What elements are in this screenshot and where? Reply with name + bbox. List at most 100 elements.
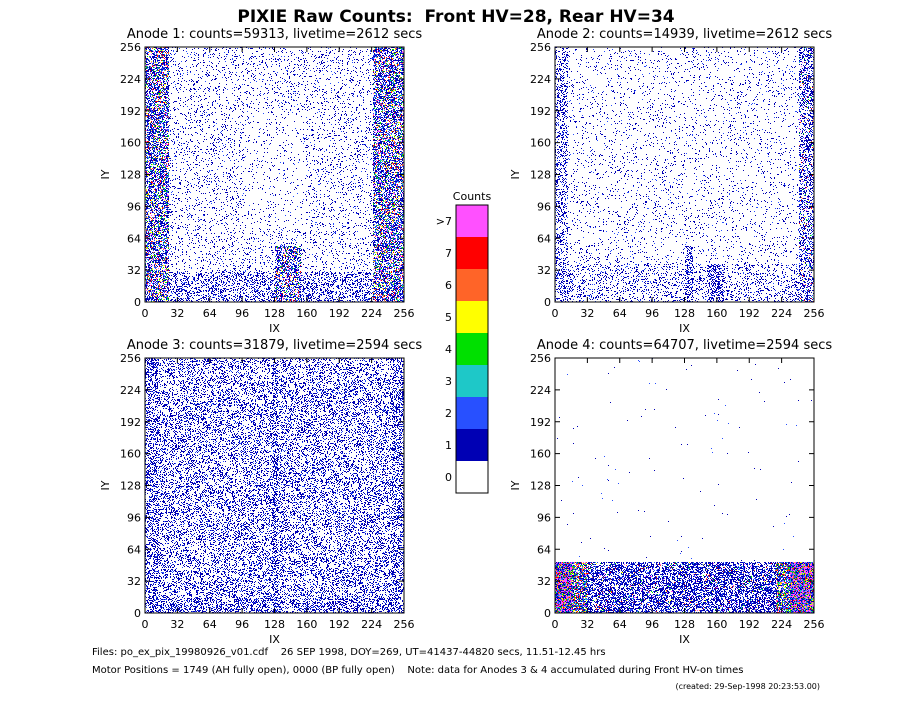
colorbar-swatch [456,333,488,365]
x-tick-label: 64 [203,618,217,631]
x-axis-label: IX [679,633,690,646]
y-tick-label: 64 [537,232,551,245]
x-tick-label: 64 [613,307,627,320]
x-tick-label: 32 [170,618,184,631]
x-tick-label: 96 [645,307,659,320]
count-texture [145,47,404,302]
x-tick-label: 32 [580,307,594,320]
panel-title: Anode 2: counts=14939, livetime=2612 sec… [537,27,833,42]
count-texture [145,47,404,301]
y-tick-label: 128 [120,169,141,182]
x-tick-label: 256 [394,307,415,320]
colorbar-label: 5 [445,311,452,324]
y-tick-label: 96 [537,200,551,213]
footer-motor: Motor Positions = 1749 (AH fully open), … [92,665,744,676]
y-tick-label: 128 [120,480,141,493]
x-tick-label: 192 [739,307,760,320]
x-tick-label: 160 [296,307,317,320]
footer-files: Files: po_ex_pix_19980926_v01.cdf 26 SEP… [92,647,606,658]
x-tick-label: 0 [142,618,149,631]
y-tick-label: 192 [530,105,551,118]
x-tick-label: 256 [804,618,825,631]
y-axis-label: IY [99,480,112,490]
x-tick-label: 160 [296,618,317,631]
panel: Anode 4: counts=64707, livetime=2594 sec… [509,338,832,646]
panel-title: Anode 4: counts=64707, livetime=2594 sec… [537,338,833,353]
y-tick-label: 256 [120,41,141,54]
x-tick-label: 0 [142,307,149,320]
y-tick-label: 0 [134,296,141,309]
x-tick-label: 192 [739,618,760,631]
count-texture [145,47,404,302]
y-tick-label: 32 [127,264,141,277]
y-tick-label: 32 [127,575,141,588]
x-tick-label: 256 [804,307,825,320]
x-tick-label: 64 [203,307,217,320]
colorbar-label: 6 [445,279,452,292]
colorbar-swatch [456,365,488,397]
y-tick-label: 96 [127,200,141,213]
y-tick-label: 96 [127,511,141,524]
y-tick-label: 160 [530,448,551,461]
footer-created: (created: 29-Sep-1998 20:23:53.00) [675,682,820,691]
y-tick-label: 256 [530,352,551,365]
colorbar-swatch [456,205,488,237]
colorbar-label: 7 [445,247,452,260]
y-tick-label: 64 [537,543,551,556]
colorbar-swatch [456,461,488,493]
count-texture [555,47,814,302]
y-tick-label: 256 [120,352,141,365]
x-tick-label: 128 [674,307,695,320]
x-tick-label: 224 [771,307,792,320]
x-tick-label: 64 [613,618,627,631]
y-tick-label: 128 [530,169,551,182]
x-tick-label: 96 [235,307,249,320]
y-tick-label: 64 [127,543,141,556]
x-tick-label: 224 [361,618,382,631]
colorbar-swatch [456,237,488,269]
x-tick-label: 32 [170,307,184,320]
x-tick-label: 224 [771,618,792,631]
y-tick-label: 192 [530,416,551,429]
colorbar-label: 2 [445,407,452,420]
count-texture [145,48,404,302]
y-tick-label: 224 [120,73,141,86]
count-texture [555,562,814,613]
y-tick-label: 32 [537,264,551,277]
y-tick-label: 224 [530,384,551,397]
count-texture [555,562,814,613]
colorbar-title: Counts [453,190,492,203]
count-texture [145,47,404,302]
count-texture [555,48,814,302]
y-tick-label: 192 [120,105,141,118]
x-tick-label: 160 [706,618,727,631]
y-tick-label: 128 [530,480,551,493]
colorbar-label: 4 [445,343,452,356]
page-title: PIXIE Raw Counts: Front HV=28, Rear HV=3… [237,7,674,27]
panel-title: Anode 3: counts=31879, livetime=2594 sec… [127,338,423,353]
x-tick-label: 32 [580,618,594,631]
y-tick-label: 0 [134,607,141,620]
count-texture [799,62,814,301]
colorbar-swatch [456,429,488,461]
y-tick-label: 32 [537,575,551,588]
count-texture [145,47,404,302]
y-axis-label: IY [99,169,112,179]
panel-title: Anode 1: counts=59313, livetime=2612 sec… [127,27,423,42]
y-tick-label: 160 [120,448,141,461]
y-axis-label: IY [509,480,522,490]
count-texture [555,358,814,613]
count-texture [145,47,404,302]
y-tick-label: 64 [127,232,141,245]
x-tick-label: 128 [674,618,695,631]
colorbar-swatch [456,301,488,333]
plot-frame [144,46,405,303]
y-tick-label: 0 [544,607,551,620]
y-tick-label: 224 [530,73,551,86]
colorbar-label: >7 [436,215,452,228]
x-tick-label: 96 [235,618,249,631]
y-axis-label: IY [509,169,522,179]
y-tick-label: 224 [120,384,141,397]
x-axis-label: IX [269,322,280,335]
x-tick-label: 0 [552,618,559,631]
